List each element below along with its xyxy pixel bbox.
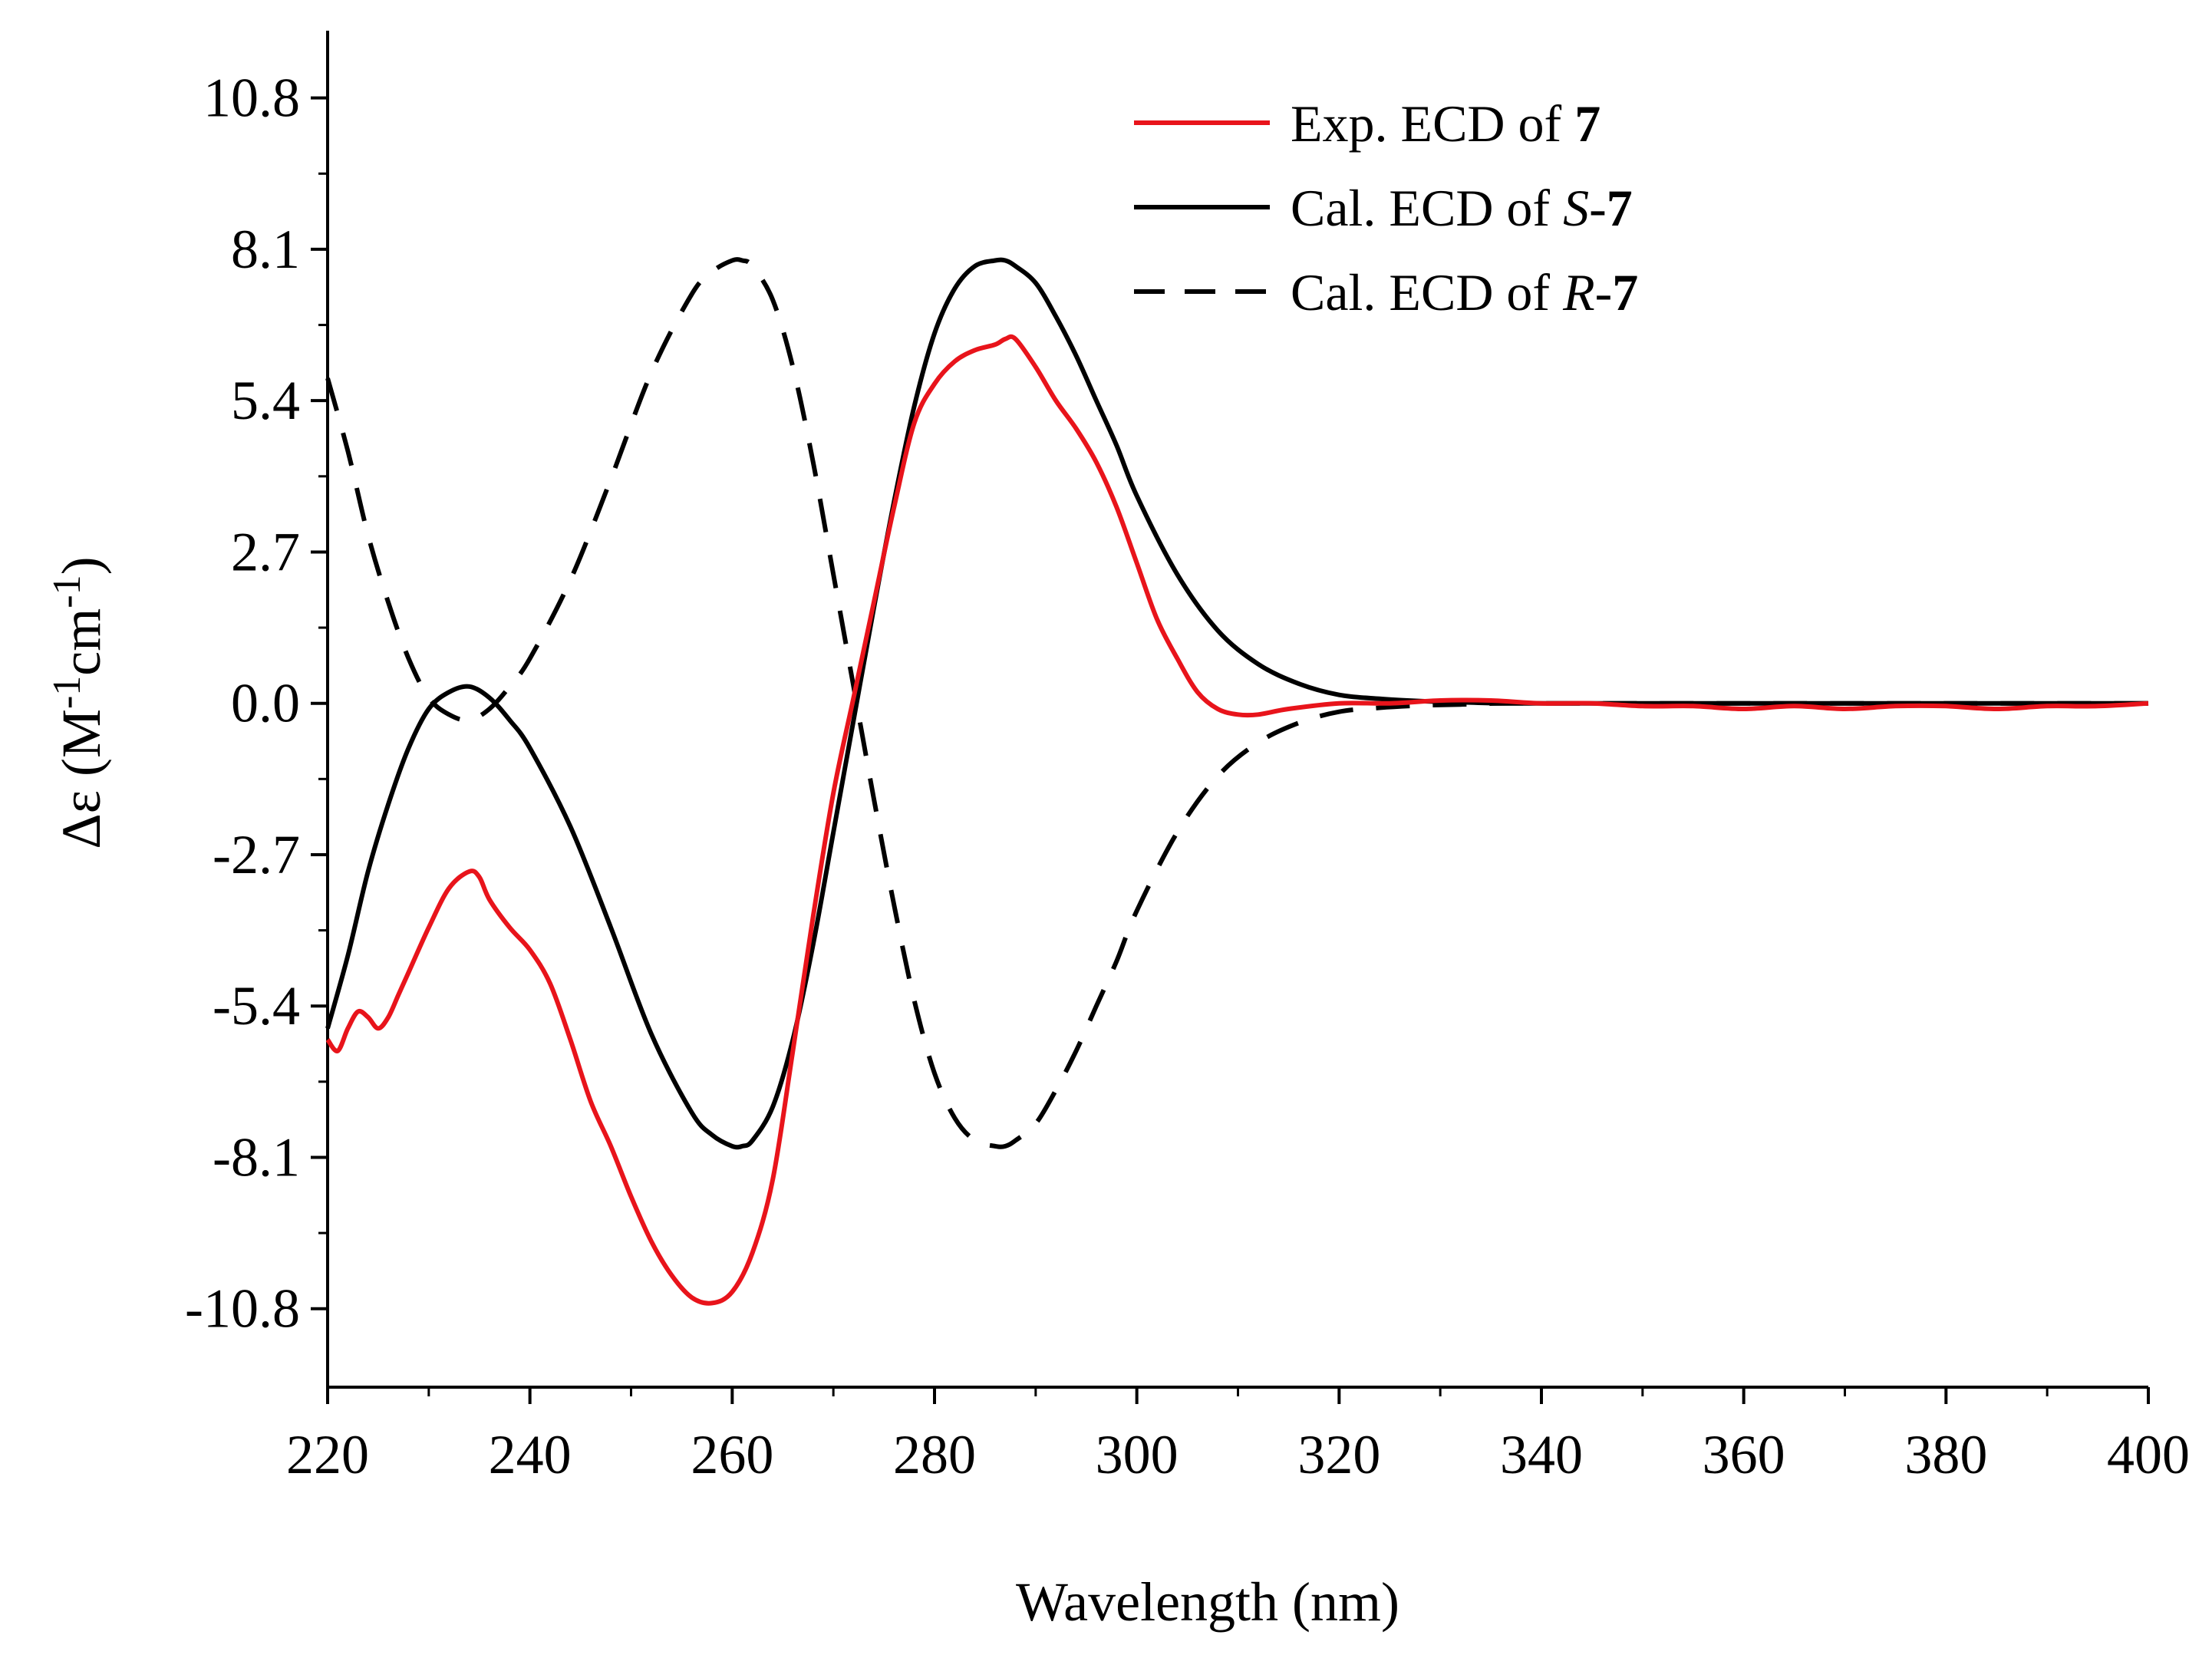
y-tick-label: -5.4 [213,975,300,1037]
legend-item-cal-ecd-s7: Cal. ECD of S-7 [1134,179,1633,237]
y-axis-title-suffix: ) [51,556,112,575]
legend-label-part: 7 [1607,179,1633,237]
y-tick-label: 8.1 [231,219,300,280]
legend-label-part: R [1562,263,1595,321]
legend-label-part: Cal. ECD of [1291,179,1563,237]
x-tick-label: 260 [691,1424,773,1485]
series-line-exp-ecd [325,334,2149,1306]
y-axis-title-sup1: -1 [45,676,89,709]
x-tick-label: 240 [489,1424,572,1485]
series-line-cal-ecd-r7 [325,257,2148,1149]
x-tick-label: 400 [2107,1424,2190,1485]
y-tick-label: 5.4 [231,370,300,431]
x-tick-label: 340 [1500,1424,1583,1485]
y-axis-title-middle: cm [51,608,112,676]
x-tick-label: 300 [1096,1424,1179,1485]
y-tick-label: -8.1 [213,1126,300,1188]
axes-layer: 220 240 260 280 300 320 340 360 380 400 10.8 8.1 5.4… [185,31,2190,1485]
y-tick-label: -10.8 [185,1278,300,1340]
legend-label: Cal. ECD of R-7 [1291,263,1638,321]
legend-label-part: S [1563,179,1589,237]
legend-label: Cal. ECD of S-7 [1291,179,1633,237]
legend-label-part: Cal. ECD of [1291,263,1563,321]
series-line-cal-ecd-s7 [325,257,2148,1150]
y-tick-label: 2.7 [231,521,300,582]
legend-label: Exp. ECD of 7 [1291,94,1600,153]
y-axis-title-prefix: Δε (M [51,709,112,849]
y-axis-title-sup2: -1 [45,575,89,608]
y-tick-label: 0.0 [231,673,300,734]
x-tick-label: 220 [286,1424,369,1485]
legend-item-exp-ecd: Exp. ECD of 7 [1134,94,1600,153]
y-axis-title: Δε (M-1cm-1) [45,556,112,849]
legend-label-part: - [1589,179,1607,237]
x-axis-title: Wavelength (nm) [1016,1571,1399,1633]
x-tick-label: 380 [1904,1424,1987,1485]
legend-label-part: - [1595,263,1613,321]
x-tick-label: 320 [1297,1424,1380,1485]
legend-item-cal-ecd-r7: Cal. ECD of R-7 [1134,263,1638,321]
legend-label-part: 7 [1612,263,1638,321]
x-tick-label: 360 [1703,1424,1785,1485]
x-tick-label: 280 [893,1424,976,1485]
legend-label-part: 7 [1574,94,1600,153]
y-tick-label: -2.7 [213,824,300,885]
y-tick-label: 10.8 [203,68,300,129]
legend-label-part: Exp. ECD of [1291,94,1574,153]
series-layer [325,257,2149,1306]
